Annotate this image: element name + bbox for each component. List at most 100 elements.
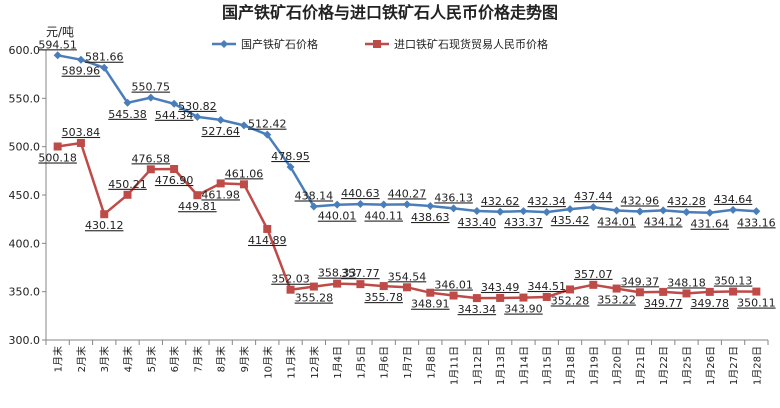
domestic-price-point bbox=[100, 63, 109, 72]
domestic-data-label: 438.14 bbox=[295, 189, 334, 202]
chart-title: 国产铁矿石价格与进口铁矿石人民币价格走势图 bbox=[222, 3, 558, 22]
domestic-data-label: 440.11 bbox=[364, 210, 403, 223]
x-tick-label: 11月末 bbox=[285, 346, 298, 379]
x-tick-label: 1月22日 bbox=[658, 346, 670, 385]
x-tick-label: 8月末 bbox=[215, 346, 228, 372]
import-price-point bbox=[379, 282, 388, 291]
domestic-data-label: 432.34 bbox=[527, 195, 566, 208]
import-data-label: 348.18 bbox=[667, 276, 706, 289]
x-tick-label: 1月13日 bbox=[495, 346, 507, 385]
domestic-data-label: 434.64 bbox=[714, 193, 753, 206]
domestic-data-label: 440.01 bbox=[318, 210, 357, 223]
import-price-point bbox=[705, 287, 714, 296]
x-tick-label: 7月末 bbox=[191, 346, 204, 372]
domestic-data-label: 433.16 bbox=[737, 216, 776, 229]
x-tick-label: 5月末 bbox=[145, 346, 158, 372]
x-tick-label: 1月20日 bbox=[612, 346, 624, 385]
domestic-price-point bbox=[659, 206, 668, 215]
domestic-data-label: 581.66 bbox=[85, 51, 124, 64]
import-price-point bbox=[356, 280, 365, 289]
domestic-price-point bbox=[729, 205, 738, 214]
domestic-data-label: 544.34 bbox=[155, 109, 194, 122]
import-price-point bbox=[519, 293, 528, 302]
import-data-label: 349.37 bbox=[621, 275, 660, 288]
import-data-label: 344.51 bbox=[527, 280, 566, 293]
import-price-point bbox=[309, 282, 318, 291]
domestic-price-point bbox=[752, 207, 761, 216]
x-tick-label: 1月5日 bbox=[355, 346, 367, 379]
import-price-point bbox=[426, 288, 435, 297]
import-data-label: 350.11 bbox=[737, 297, 776, 310]
domestic-price-point bbox=[496, 207, 505, 216]
legend-square-marker bbox=[373, 40, 381, 48]
x-tick-label: 2月末 bbox=[75, 346, 88, 372]
domestic-data-label: 432.62 bbox=[481, 195, 520, 208]
domestic-data-label: 431.64 bbox=[691, 218, 730, 231]
import-data-label: 353.22 bbox=[597, 294, 636, 307]
domestic-data-label: 434.01 bbox=[597, 215, 636, 228]
import-price-point bbox=[193, 191, 202, 200]
y-tick-label: 300.0 bbox=[9, 334, 41, 347]
domestic-data-label: 432.96 bbox=[621, 194, 660, 207]
domestic-price-point bbox=[263, 130, 272, 139]
x-tick-label: 1月28日 bbox=[751, 346, 763, 385]
domestic-price-point bbox=[403, 200, 411, 209]
import-price-point bbox=[752, 287, 761, 296]
domestic-price-point bbox=[146, 93, 155, 102]
domestic-data-label: 440.27 bbox=[388, 187, 427, 200]
domestic-price-point bbox=[53, 51, 62, 60]
x-tick-label: 1月19日 bbox=[588, 346, 600, 385]
import-data-label: 476.58 bbox=[132, 152, 171, 165]
import-price-point bbox=[612, 284, 621, 293]
import-price-point bbox=[566, 285, 575, 294]
import-data-label: 343.34 bbox=[458, 303, 497, 316]
domestic-price-point bbox=[705, 208, 714, 217]
domestic-data-label: 527.64 bbox=[201, 125, 240, 138]
y-tick-label: 500.0 bbox=[9, 141, 41, 154]
import-data-label: 343.49 bbox=[481, 281, 520, 294]
import-data-label: 500.18 bbox=[38, 151, 77, 164]
import-price-point bbox=[682, 289, 691, 298]
import-price-point bbox=[216, 179, 225, 188]
import-price-point bbox=[100, 210, 109, 219]
domestic-data-label: 433.40 bbox=[458, 216, 497, 229]
import-data-label: 354.54 bbox=[388, 270, 427, 283]
x-tick-label: 1月21日 bbox=[635, 346, 647, 385]
import-price-point bbox=[286, 285, 295, 294]
domestic-price-point bbox=[612, 206, 621, 215]
import-price-point bbox=[496, 293, 505, 302]
import-data-label: 461.06 bbox=[225, 167, 264, 180]
import-data-label: 349.77 bbox=[644, 297, 683, 310]
axes: 300.0 350.0 400.0 450.0 500.0 550.0 600.0 1月末 2月… bbox=[9, 44, 769, 385]
import-data-label: 343.90 bbox=[504, 303, 543, 316]
import-price-point bbox=[729, 287, 738, 296]
x-tick-label: 9月末 bbox=[238, 346, 251, 372]
domestic-price-point bbox=[379, 200, 388, 209]
import-data-label: 357.77 bbox=[341, 267, 380, 280]
domestic-data-label: 594.51 bbox=[38, 38, 77, 51]
domestic-data-label: 435.42 bbox=[551, 214, 590, 227]
domestic-data-label: 530.82 bbox=[178, 100, 217, 113]
import-data-label: 503.84 bbox=[62, 126, 101, 139]
x-tick-label: 1月15日 bbox=[542, 346, 554, 385]
import-data-label: 352.28 bbox=[551, 294, 590, 307]
domestic-price-point bbox=[216, 115, 225, 124]
import-price-point bbox=[449, 291, 458, 300]
import-price-point bbox=[589, 280, 598, 289]
domestic-price-point bbox=[472, 207, 481, 216]
domestic-price-point bbox=[286, 163, 295, 172]
import-price-point bbox=[76, 138, 85, 147]
legend: 国产铁矿石价格 进口铁矿石现货贸易人民币价格 bbox=[212, 37, 548, 51]
x-tick-label: 10月末 bbox=[261, 346, 274, 379]
domestic-price-point bbox=[589, 203, 598, 212]
import-price-point bbox=[659, 287, 668, 296]
legend-label-1: 国产铁矿石价格 bbox=[241, 37, 318, 51]
import-price-point bbox=[403, 283, 411, 292]
y-tick-label: 400.0 bbox=[9, 237, 41, 250]
x-tick-label: 1月6日 bbox=[379, 346, 391, 379]
domestic-price-point bbox=[356, 200, 365, 209]
import-data-label: 430.12 bbox=[85, 219, 124, 232]
